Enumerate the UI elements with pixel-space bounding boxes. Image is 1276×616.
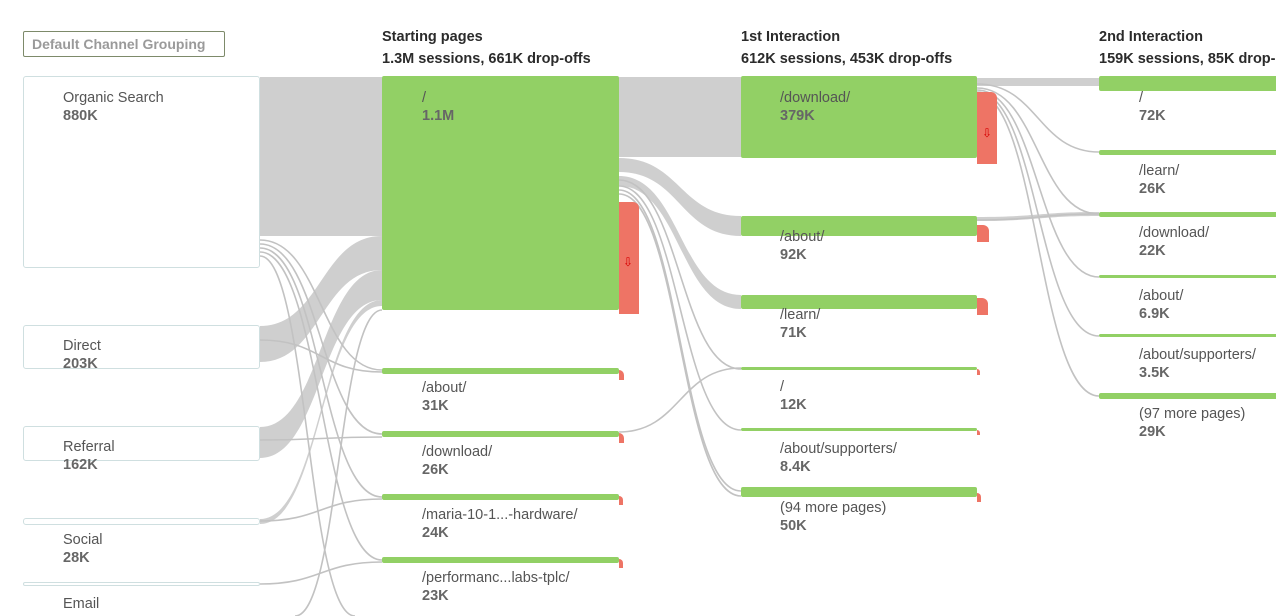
flow-line[interactable] [976,89,1100,278]
page-label: /learn/71K [780,307,821,341]
dropoff-bar[interactable] [619,496,623,505]
page-node-starting[interactable] [382,557,619,563]
flow-line[interactable] [259,255,356,616]
dropoff-arrow-icon: ⇩ [982,126,993,140]
flow-line[interactable] [259,243,383,435]
page-label: /download/379K [780,90,851,124]
page-label: (97 more pages) 29K [1139,406,1246,440]
flow-line[interactable] [259,247,383,498]
source-node-email[interactable] [23,582,260,586]
page-node-2nd-interaction[interactable] [1099,334,1276,337]
flow-line[interactable] [618,185,742,431]
page-label: /12K [780,379,807,413]
column-header-2nd-interaction: 2nd Interaction 159K sessions, 85K drop-… [1099,26,1276,70]
dropoff-bar[interactable] [977,92,997,164]
flow-ribbon[interactable] [619,176,741,309]
dropoff-bar[interactable] [619,202,639,314]
column-header-starting-pages: Starting pages 1.3M sessions, 661K drop-… [382,26,591,70]
dropoff-bar[interactable] [977,493,981,502]
dropoff-bar[interactable] [977,298,988,315]
dropoff-arrow-icon: ⇩ [623,255,634,269]
page-node-2nd-interaction[interactable] [1099,150,1276,155]
flow-line[interactable] [618,179,742,370]
flow-line[interactable] [976,91,1100,337]
flow-ribbon[interactable] [619,77,741,157]
column-title: 1st Interaction [741,29,841,45]
flow-ribbon[interactable] [619,158,741,236]
flow-line[interactable] [259,339,383,373]
flow-line[interactable] [259,498,383,522]
flow-ribbon[interactable] [260,270,382,458]
page-label: /learn/26K [1139,163,1180,197]
flow-line[interactable] [259,251,383,561]
page-node-starting[interactable] [382,76,619,310]
page-node-1st-interaction[interactable] [741,295,977,309]
flow-line[interactable] [259,239,383,371]
flow-ribbon[interactable] [260,236,382,362]
page-node-1st-interaction[interactable] [741,216,977,236]
column-stats: 1.3M sessions, 661K drop-offs [382,51,591,67]
page-node-starting[interactable] [382,368,619,374]
source-node-organic-search[interactable] [23,76,260,268]
flow-line[interactable] [976,213,1100,221]
page-node-1st-interaction[interactable] [741,428,977,431]
flow-line[interactable] [976,83,1100,153]
page-label: /about/92K [780,229,825,263]
page-node-1st-interaction[interactable] [741,76,977,158]
page-label: /maria-10-1...-hardware/24K [422,507,578,541]
dropoff-bar[interactable] [977,225,989,242]
source-node-direct[interactable] [23,325,260,369]
page-node-2nd-interaction[interactable] [1099,393,1276,399]
column-title: 2nd Interaction [1099,29,1203,45]
page-label: /about/supporters/3.5K [1139,347,1256,381]
page-label: /about/supporters/8.4K [780,441,897,475]
flow-ribbon[interactable] [260,77,382,236]
page-node-starting[interactable] [382,431,619,437]
page-node-2nd-interaction[interactable] [1099,275,1276,278]
column-title: Starting pages [382,29,483,45]
dropoff-bar[interactable] [977,369,980,375]
page-node-1st-interaction[interactable] [741,367,977,370]
page-node-1st-interaction[interactable] [741,487,977,497]
page-node-2nd-interaction[interactable] [1099,212,1276,217]
source-label: Organic Search 880K [63,90,164,124]
source-label: Referral 162K [63,439,115,473]
dropoff-bar[interactable] [619,370,624,380]
page-label: /about/31K [422,380,467,414]
page-label: /about/6.9K [1139,288,1184,322]
dimension-selector[interactable]: Default Channel Grouping [23,31,225,57]
dropoff-bar[interactable] [619,559,623,568]
source-node-social[interactable] [23,518,260,525]
flow-line[interactable] [618,367,742,433]
flow-line[interactable] [618,193,742,497]
flow-line[interactable] [976,87,1100,215]
page-node-starting[interactable] [382,494,619,500]
flow-line[interactable] [259,561,383,585]
source-node-referral[interactable] [23,426,260,461]
dropoff-bar[interactable] [619,433,624,443]
dropoff-bar[interactable] [977,430,980,435]
column-stats: 612K sessions, 453K drop-offs [741,51,953,67]
page-label: /download/22K [1139,225,1210,259]
page-label: /download/26K [422,444,493,478]
page-label: /72K [1139,90,1166,124]
source-label: Social 28K [63,532,103,566]
column-stats: 159K sessions, 85K drop-offs [1099,51,1276,67]
source-label: Email [63,596,100,612]
page-label: /1.1M [422,90,455,124]
flow-line[interactable] [618,189,742,492]
flow-ribbon[interactable] [260,300,382,524]
page-node-2nd-interaction[interactable] [1099,76,1276,91]
flow-line[interactable] [976,93,1100,397]
page-label: /performanc...labs-tplc/23K [422,570,570,604]
flow-line[interactable] [294,309,383,616]
column-header-1st-interaction: 1st Interaction 612K sessions, 453K drop… [741,26,952,70]
page-label: (94 more pages) 50K [780,500,887,534]
source-label: Direct 203K [63,338,101,372]
flow-ribbon[interactable] [977,78,1099,86]
flow-line[interactable] [259,436,383,441]
